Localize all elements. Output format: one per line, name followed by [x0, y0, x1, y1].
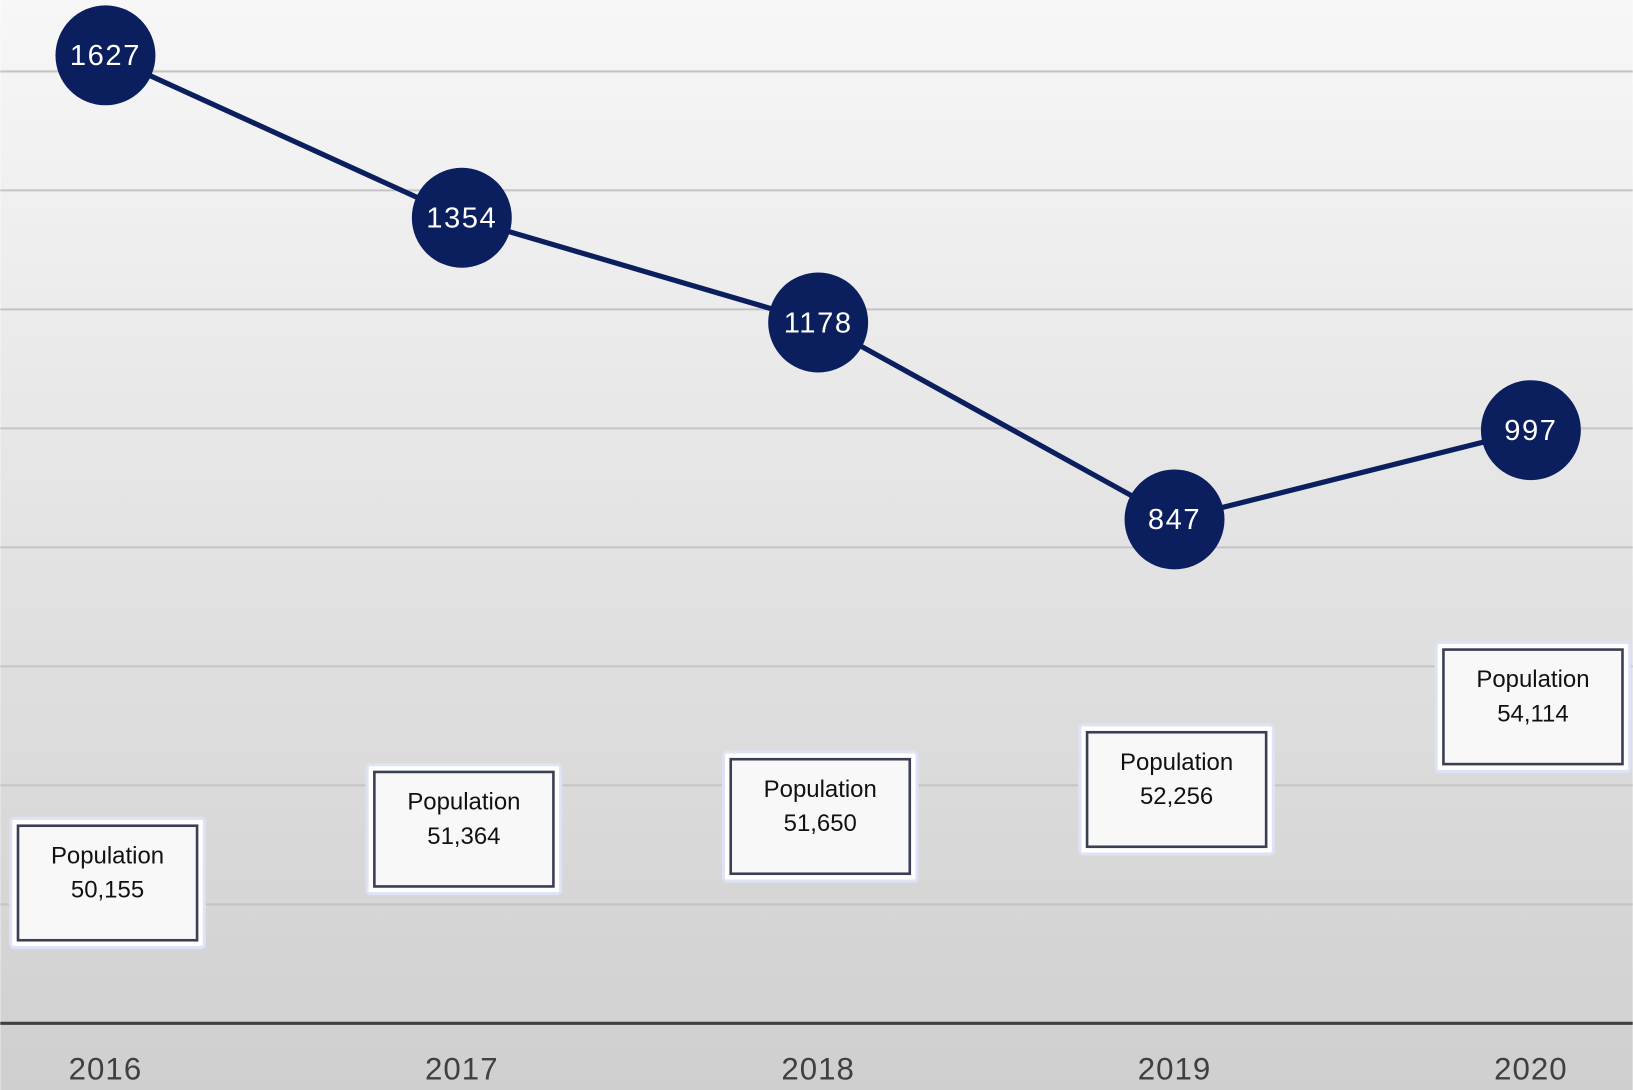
marker	[411, 167, 512, 268]
label-value: 51,650	[784, 810, 857, 837]
data-label: 1354	[426, 203, 497, 235]
label-box	[1085, 730, 1268, 849]
marker	[55, 5, 156, 106]
label-title: Population	[51, 842, 164, 869]
label-title: Population	[1476, 666, 1589, 693]
label-value: 54,114	[1497, 700, 1568, 727]
label-title: Population	[407, 788, 520, 815]
label-value: 50,155	[71, 877, 144, 904]
label-box	[1442, 648, 1624, 766]
data-label: 1178	[784, 307, 853, 339]
marker	[1480, 380, 1581, 481]
label-title: Population	[1120, 749, 1233, 776]
label-box	[16, 824, 199, 942]
x-tick-label: 2016	[69, 1052, 143, 1087]
data-label: 847	[1148, 504, 1201, 536]
label-value: 51,364	[427, 823, 500, 850]
x-tick-label: 2019	[1138, 1052, 1212, 1087]
x-tick-label: 2018	[781, 1052, 855, 1087]
label-title: Population	[764, 776, 877, 803]
marker	[768, 272, 869, 373]
data-label: 1627	[70, 40, 141, 72]
data-label: 997	[1504, 415, 1557, 447]
x-tick-label: 2020	[1494, 1052, 1568, 1087]
label-value: 52,256	[1140, 783, 1213, 810]
x-tick-label: 2017	[425, 1052, 499, 1087]
marker	[1124, 469, 1225, 570]
label-box	[729, 757, 912, 876]
label-box	[373, 770, 555, 888]
